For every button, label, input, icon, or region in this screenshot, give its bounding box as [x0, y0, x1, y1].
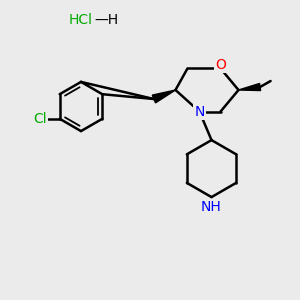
Text: HCl: HCl — [69, 13, 93, 26]
Polygon shape — [152, 90, 176, 103]
Text: N: N — [194, 105, 205, 118]
Polygon shape — [238, 83, 261, 91]
Text: —H: —H — [94, 13, 118, 26]
Text: O: O — [215, 58, 226, 72]
Text: NH: NH — [201, 200, 222, 214]
Text: Cl: Cl — [33, 112, 47, 126]
